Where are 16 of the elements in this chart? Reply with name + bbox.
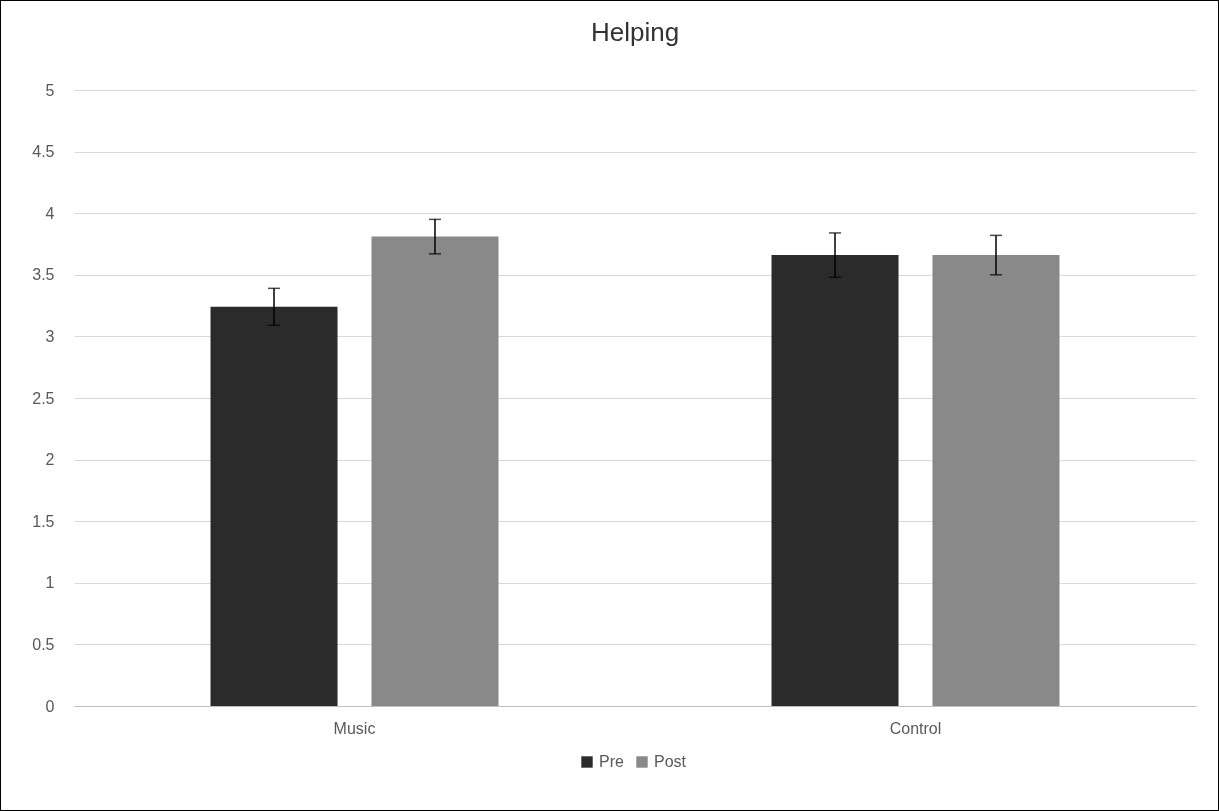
y-tick-label: 2 [45, 451, 55, 469]
y-tick-label: 0 [45, 697, 55, 715]
y-tick-label: 4.5 [32, 143, 55, 161]
y-tick-label: 0.5 [32, 635, 55, 653]
y-tick-label: 3.5 [32, 266, 55, 284]
x-tick-label: Control [889, 719, 942, 737]
x-tick-label: Music [333, 719, 376, 737]
y-tick-label: 4 [45, 204, 55, 222]
y-tick-label: 2.5 [32, 389, 55, 407]
chart-title: Helping [590, 17, 680, 47]
y-tick-label: 5 [45, 81, 55, 99]
y-tick-label: 1 [45, 574, 55, 592]
y-tick-label: 1.5 [32, 512, 55, 530]
legend-label: Pre [599, 753, 624, 770]
legend-label: Post [654, 753, 687, 770]
y-tick-label: 3 [45, 327, 55, 345]
